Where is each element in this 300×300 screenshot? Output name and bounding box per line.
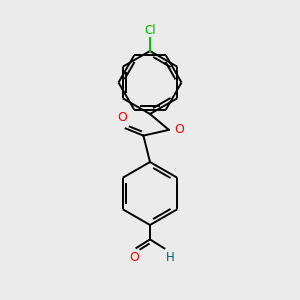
Text: O: O bbox=[174, 123, 184, 136]
Text: O: O bbox=[118, 112, 127, 124]
Text: H: H bbox=[166, 251, 175, 264]
Text: Cl: Cl bbox=[144, 24, 156, 37]
Text: O: O bbox=[129, 251, 139, 264]
